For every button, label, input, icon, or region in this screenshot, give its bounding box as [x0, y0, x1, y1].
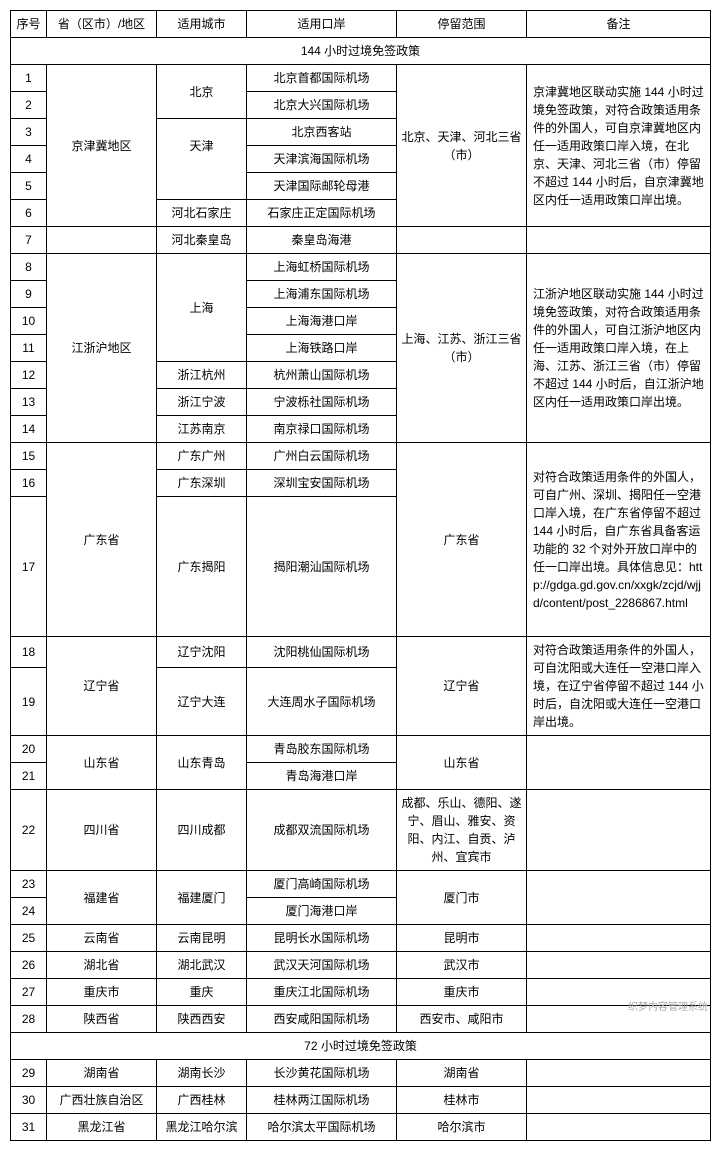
- table-row: 26 湖北省 湖北武汉 武汉天河国际机场 武汉市: [11, 952, 711, 979]
- region-sc: 四川省: [47, 790, 157, 871]
- section-72-title: 72 小时过境免签政策: [11, 1033, 711, 1060]
- region-ln: 辽宁省: [47, 637, 157, 736]
- table-row: 27 重庆市 重庆 重庆江北国际机场 重庆市: [11, 979, 711, 1006]
- table-row: 1 京津冀地区 北京 北京首都国际机场 北京、天津、河北三省（市） 京津冀地区联…: [11, 65, 711, 92]
- table-row: 22 四川省 四川成都 成都双流国际机场 成都、乐山、德阳、遂宁、眉山、雅安、资…: [11, 790, 711, 871]
- region-jzh: 江浙沪地区: [47, 254, 157, 443]
- region-sd: 山东省: [47, 736, 157, 790]
- table-row: 8 江浙沪地区 上海 上海虹桥国际机场 上海、江苏、浙江三省（市） 江浙沪地区联…: [11, 254, 711, 281]
- header-city: 适用城市: [157, 11, 247, 38]
- table-row: 18 辽宁省 辽宁沈阳 沈阳桃仙国际机场 辽宁省 对符合政策适用条件的外国人，可…: [11, 637, 711, 668]
- table-row: 20 山东省 山东青岛 青岛胶东国际机场 山东省: [11, 736, 711, 763]
- visa-policy-table: 序号 省（区市）/地区 适用城市 适用口岸 停留范围 备注 144 小时过境免签…: [10, 10, 711, 1141]
- table-header: 序号 省（区市）/地区 适用城市 适用口岸 停留范围 备注: [11, 11, 711, 38]
- section-144: 144 小时过境免签政策: [11, 38, 711, 65]
- region-jjj: 京津冀地区: [47, 65, 157, 227]
- header-port: 适用口岸: [247, 11, 397, 38]
- region-fj: 福建省: [47, 871, 157, 925]
- watermark-text: 织梦内容管理系统: [628, 998, 708, 1013]
- header-stay: 停留范围: [397, 11, 527, 38]
- table-row: 25 云南省 云南昆明 昆明长水国际机场 昆明市: [11, 925, 711, 952]
- table-row: 7 河北秦皇岛 秦皇岛海港: [11, 227, 711, 254]
- table-row: 29 湖南省 湖南长沙 长沙黄花国际机场 湖南省: [11, 1060, 711, 1087]
- table-row: 15 广东省 广东广州 广州白云国际机场 广东省 对符合政策适用条件的外国人，可…: [11, 443, 711, 470]
- section-144-title: 144 小时过境免签政策: [11, 38, 711, 65]
- header-region: 省（区市）/地区: [47, 11, 157, 38]
- table-row: 28 陕西省 陕西西安 西安咸阳国际机场 西安市、咸阳市: [11, 1006, 711, 1033]
- section-72: 72 小时过境免签政策: [11, 1033, 711, 1060]
- table-row: 23 福建省 福建厦门 厦门高崎国际机场 厦门市: [11, 871, 711, 898]
- header-seq: 序号: [11, 11, 47, 38]
- table-row: 31 黑龙江省 黑龙江哈尔滨 哈尔滨太平国际机场 哈尔滨市: [11, 1114, 711, 1141]
- region-gd: 广东省: [47, 443, 157, 637]
- table-row: 30 广西壮族自治区 广西桂林 桂林两江国际机场 桂林市: [11, 1087, 711, 1114]
- header-remark: 备注: [527, 11, 711, 38]
